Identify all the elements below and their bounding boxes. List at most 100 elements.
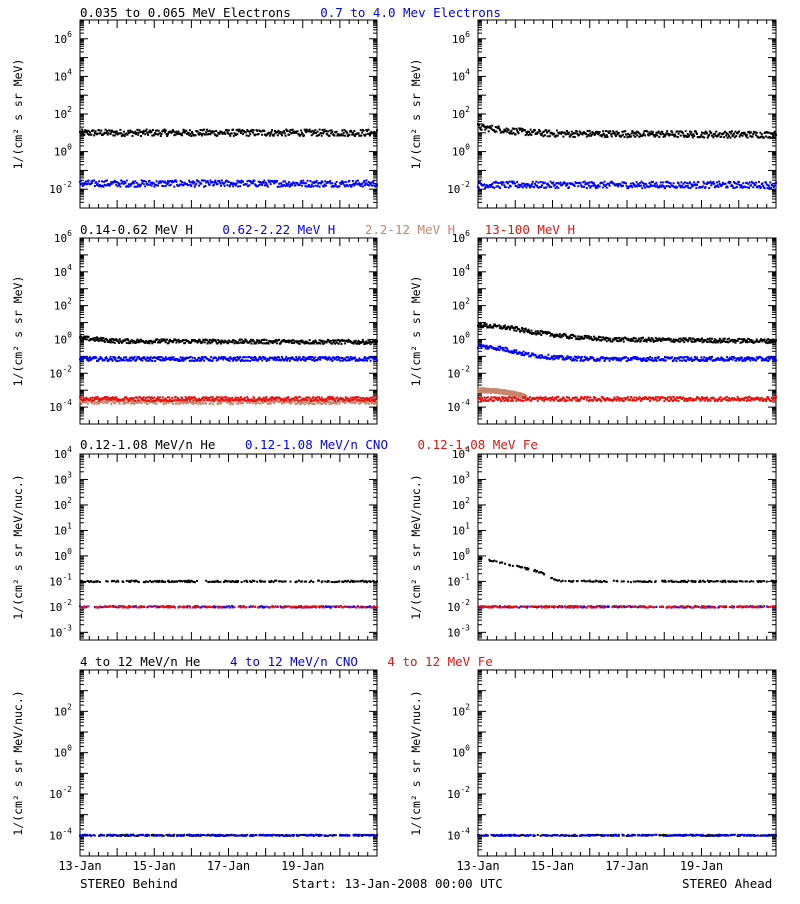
data-point	[609, 338, 611, 340]
data-point	[262, 342, 264, 344]
data-point	[299, 396, 301, 398]
data-point	[593, 182, 595, 184]
data-point	[237, 403, 239, 405]
y-axis-label: 1/(cm² s sr MeV)	[409, 276, 423, 387]
data-point	[93, 179, 95, 181]
data-point	[184, 342, 186, 344]
data-point	[586, 136, 588, 138]
data-point	[228, 129, 230, 131]
data-point	[119, 183, 121, 185]
data-point	[345, 181, 347, 183]
data-point	[224, 185, 226, 187]
data-point	[102, 186, 104, 188]
data-point	[775, 134, 777, 136]
data-point	[365, 179, 367, 181]
data-point	[702, 181, 704, 183]
data-point	[229, 403, 231, 405]
data-point	[344, 135, 346, 137]
data-point	[200, 183, 202, 185]
data-point	[353, 130, 355, 132]
data-point	[251, 343, 253, 345]
data-point	[599, 336, 601, 338]
data-point	[619, 337, 621, 339]
data-point	[673, 182, 675, 184]
data-point	[366, 360, 368, 362]
data-point	[95, 130, 97, 132]
data-point	[156, 403, 158, 405]
data-point	[291, 342, 293, 344]
data-point	[187, 184, 189, 186]
data-point	[200, 403, 202, 405]
data-point	[137, 134, 139, 136]
data-point	[220, 185, 222, 187]
data-point	[126, 134, 128, 136]
data-point	[243, 356, 245, 358]
data-point	[352, 180, 354, 182]
data-point	[614, 132, 616, 134]
y-tick-label: 10-4	[447, 398, 470, 414]
data-point	[692, 133, 694, 135]
data-point	[574, 132, 576, 134]
data-point	[761, 133, 763, 135]
data-point	[175, 402, 177, 404]
data-point	[91, 182, 93, 184]
data-point	[767, 338, 769, 340]
data-point	[144, 133, 146, 135]
data-point	[88, 360, 90, 362]
data-point	[289, 131, 291, 133]
data-point	[548, 130, 550, 132]
data-point	[276, 342, 278, 344]
data-point	[329, 180, 331, 182]
data-point	[340, 183, 342, 185]
data-point	[242, 402, 244, 404]
data-point	[687, 185, 689, 187]
data-point	[585, 133, 587, 135]
data-point	[182, 184, 184, 186]
data-point	[363, 130, 365, 132]
data-point	[235, 397, 237, 399]
data-point	[579, 360, 581, 362]
data-point	[530, 129, 532, 131]
data-point	[219, 133, 221, 135]
data-point	[666, 130, 668, 132]
data-point	[343, 181, 345, 183]
data-point	[145, 181, 147, 183]
data-point	[265, 339, 267, 341]
data-point	[703, 183, 705, 185]
data-point	[288, 134, 290, 136]
series-0-62-2-22-mev-h	[477, 344, 777, 362]
data-point	[532, 181, 534, 183]
data-point	[338, 403, 340, 405]
data-point	[658, 131, 660, 133]
data-point	[256, 130, 258, 132]
data-point	[606, 134, 608, 136]
data-point	[719, 132, 721, 134]
data-point	[766, 187, 768, 189]
data-point	[545, 186, 547, 188]
data-point	[327, 130, 329, 132]
data-point	[80, 338, 82, 340]
data-point	[774, 137, 776, 139]
data-point	[562, 356, 564, 358]
data-point	[562, 136, 564, 138]
data-point	[500, 326, 502, 328]
data-point	[185, 130, 187, 132]
data-point	[165, 341, 167, 343]
data-point	[246, 356, 248, 358]
data-point	[133, 182, 135, 184]
data-point	[214, 180, 216, 182]
y-tick-label: 106	[452, 30, 470, 46]
data-point	[560, 182, 562, 184]
data-point	[278, 356, 280, 358]
data-point	[590, 185, 592, 187]
data-point	[578, 134, 580, 136]
data-point	[618, 132, 620, 134]
data-point	[246, 183, 248, 185]
data-point	[98, 403, 100, 405]
data-point	[134, 400, 136, 402]
data-point	[640, 185, 642, 187]
y-tick-label: 102	[54, 297, 72, 313]
data-point	[276, 180, 278, 182]
data-point	[166, 339, 168, 341]
